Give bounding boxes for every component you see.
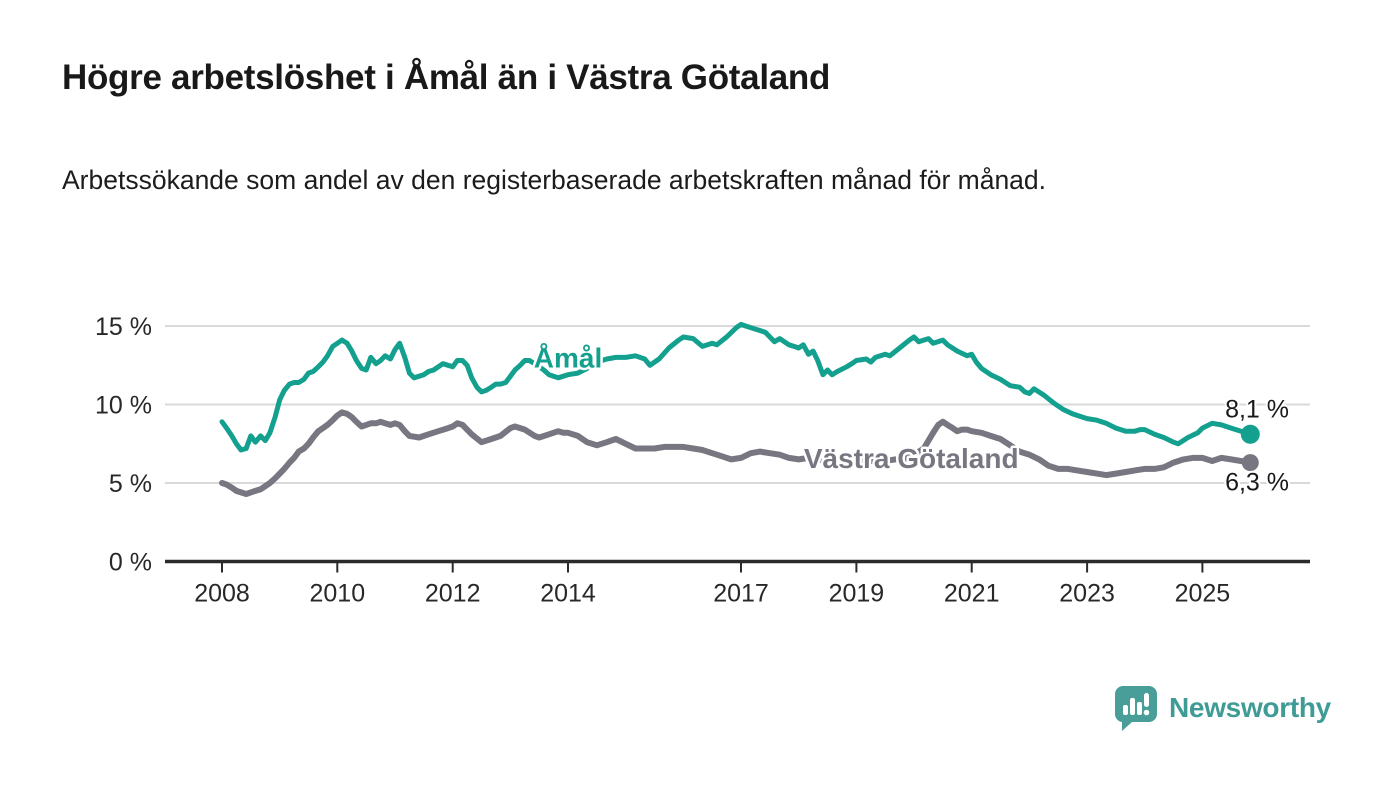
x-axis-tick-label: 2008 bbox=[194, 580, 250, 608]
end-value-label-amal: 8,1 % bbox=[1225, 395, 1289, 423]
series-line-amal bbox=[219, 321, 1253, 453]
bar-2 bbox=[1130, 698, 1135, 715]
x-axis-tick-label: 2019 bbox=[829, 580, 885, 608]
y-axis-tick-label: 5 % bbox=[109, 470, 152, 498]
x-axis-tick-label: 2014 bbox=[540, 580, 596, 608]
exclamation-dot bbox=[1143, 709, 1150, 716]
series-end-dot-vastra-gotaland bbox=[1241, 454, 1259, 472]
x-axis-tick-label: 2025 bbox=[1175, 580, 1231, 608]
y-axis-tick-label: 0 % bbox=[109, 549, 152, 577]
speech-bubble-shape bbox=[1114, 686, 1157, 731]
x-axis-tick-label: 2010 bbox=[309, 580, 365, 608]
unemployment-line-chart: 0 % 5 % 10 % 15 % 2008 2010 2012 2014 2017 2019 20… bbox=[95, 313, 1310, 608]
x-axis-tick-label: 2017 bbox=[713, 580, 769, 608]
series-label-amal: Åmål bbox=[534, 342, 602, 373]
series-line-vastra-gotaland bbox=[219, 409, 1254, 497]
newsworthy-logo-text: Newsworthy bbox=[1169, 691, 1331, 723]
bar-1 bbox=[1123, 705, 1128, 715]
page-title: Högre arbetslöshet i Åmål än i Västra Gö… bbox=[62, 58, 831, 97]
bar-3 bbox=[1137, 702, 1142, 715]
newsworthy-brand: Newsworthy bbox=[1112, 684, 1331, 731]
x-axis-tick-label: 2012 bbox=[425, 580, 481, 608]
exclamation-bar bbox=[1144, 693, 1149, 707]
y-axis-tick-label: 10 % bbox=[95, 392, 152, 420]
bar-chart-speech-bubble-icon bbox=[1114, 686, 1157, 731]
series-end-dot-amal bbox=[1240, 424, 1260, 444]
x-axis-tick-label: 2021 bbox=[944, 580, 1000, 608]
y-axis-tick-label: 15 % bbox=[95, 313, 152, 341]
end-value-label-vastra-gotaland: 6,3 % bbox=[1225, 469, 1289, 497]
series-label-vastra-gotaland: Västra Götaland bbox=[804, 443, 1019, 474]
page-subtitle: Arbetssökande som andel av den registerb… bbox=[62, 165, 1047, 195]
x-axis-tick-label: 2023 bbox=[1059, 580, 1115, 608]
